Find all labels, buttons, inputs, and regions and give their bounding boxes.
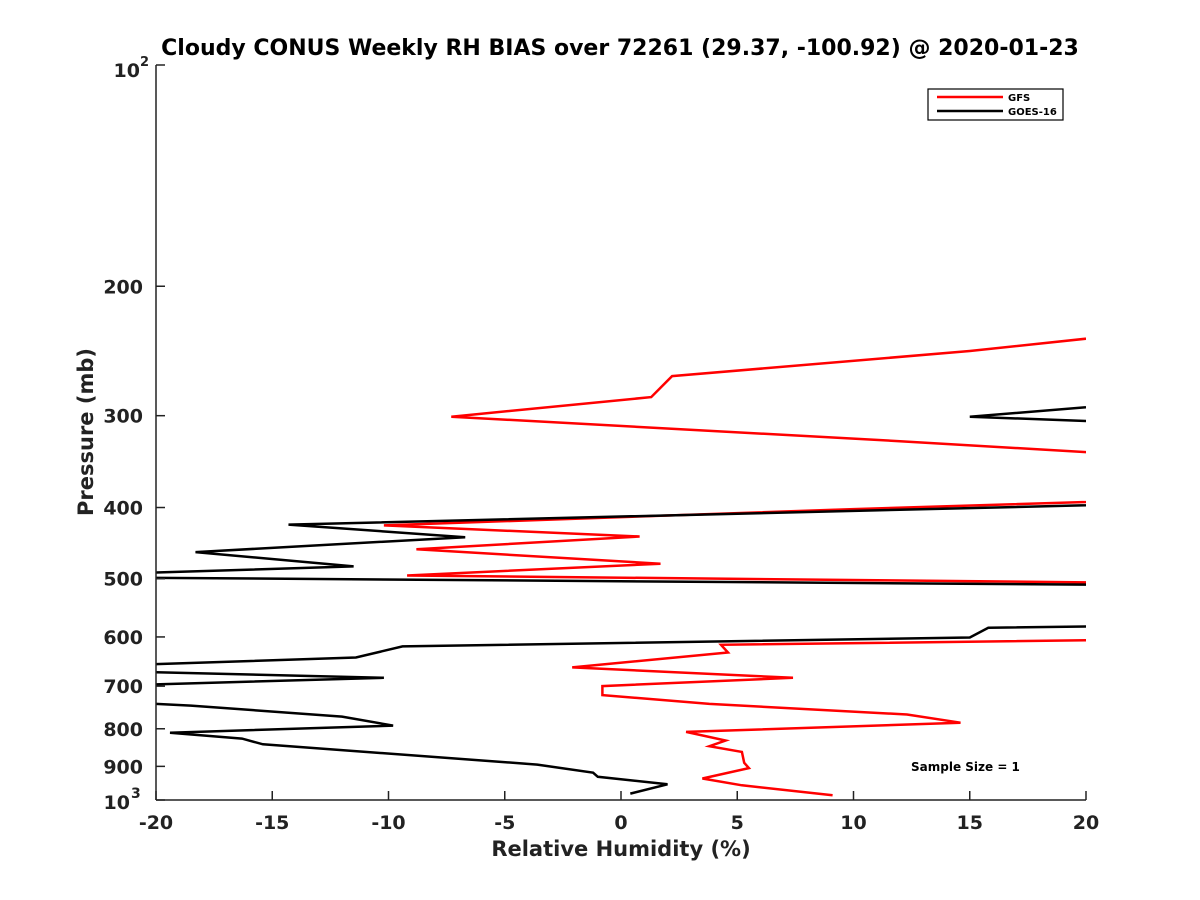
legend: GFS GOES-16	[927, 88, 1064, 121]
y-tick-label: 300	[103, 406, 143, 428]
x-tick-label: -10	[371, 812, 405, 834]
x-axis-label: Relative Humidity (%)	[491, 837, 750, 861]
y-axis-label: Pressure (mb)	[74, 348, 98, 516]
legend-label-gfs: GFS	[1008, 93, 1030, 104]
x-tick-label: 5	[731, 812, 744, 834]
legend-box	[927, 88, 1064, 121]
y-tick-label: 700	[103, 676, 143, 698]
axes	[155, 65, 1086, 801]
y-tick-label-bottom-exp: 3	[131, 786, 141, 802]
x-tick-label: 15	[957, 812, 983, 834]
y-tick-label: 900	[103, 756, 143, 778]
x-tick-label: -5	[494, 812, 515, 834]
x-tick-label: 10	[840, 812, 866, 834]
series-line-goes16	[156, 405, 1086, 795]
x-ticks: -20 -15 -10 -5 0 5 10 15 20	[139, 791, 1099, 834]
y-tick-label: 500	[103, 569, 143, 591]
x-tick-label: 20	[1073, 812, 1099, 834]
series-layer	[156, 337, 1086, 797]
y-ticks: 200 300 400 500 600 700 800 900	[103, 64, 165, 801]
y-tick-label-top-exp: 2	[140, 55, 149, 70]
chart-title: Cloudy CONUS Weekly RH BIAS over 72261 (…	[161, 36, 1079, 61]
series-line-gfs	[383, 337, 1086, 797]
y-tick-label: 800	[103, 719, 143, 741]
sample-size-annotation: Sample Size = 1	[911, 760, 1020, 774]
x-tick-label: 0	[614, 812, 627, 834]
y-tick-label: 600	[103, 627, 143, 649]
y-tick-label: 200	[103, 276, 143, 298]
y-tick-label: 400	[103, 498, 143, 520]
y-tick-label-top-base: 10	[114, 60, 140, 82]
y-tick-label-bottom-base: 10	[104, 792, 130, 814]
legend-label-goes16: GOES-16	[1008, 107, 1057, 118]
x-tick-label: -20	[139, 812, 173, 834]
x-tick-label: -15	[255, 812, 289, 834]
